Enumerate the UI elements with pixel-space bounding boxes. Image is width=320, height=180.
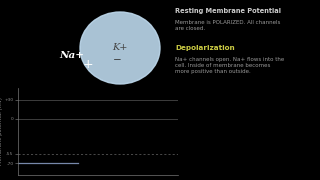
Text: Na+: Na+ <box>60 51 84 60</box>
Text: −: − <box>113 55 121 65</box>
Ellipse shape <box>80 12 160 84</box>
Text: +: + <box>83 58 93 71</box>
Text: Resting Membrane Potential: Resting Membrane Potential <box>175 8 281 14</box>
Text: Na+ channels open. Na+ flows into the
cell. Inside of membrane becomes
more posi: Na+ channels open. Na+ flows into the ce… <box>175 57 284 74</box>
Y-axis label: Membrane potential (mv): Membrane potential (mv) <box>0 97 3 165</box>
Text: Membrane is POLARIZED. All channels
are closed.: Membrane is POLARIZED. All channels are … <box>175 20 280 31</box>
Text: K+: K+ <box>112 44 128 53</box>
Text: Depolarization: Depolarization <box>175 45 235 51</box>
